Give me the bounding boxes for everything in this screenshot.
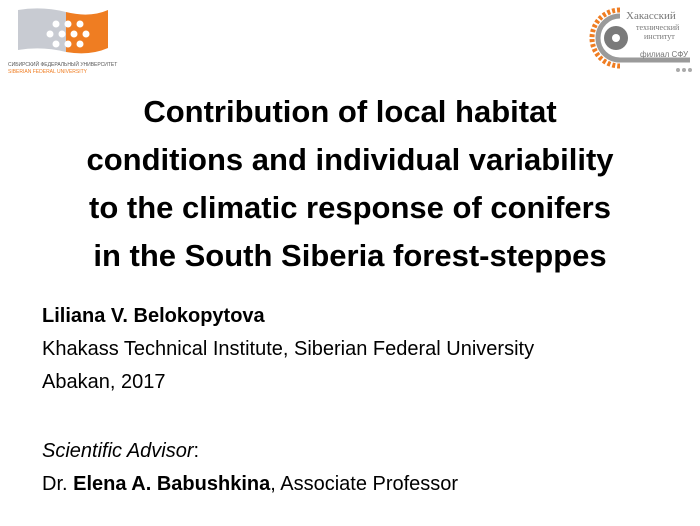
sfu-logo-icon	[18, 8, 108, 54]
advisor-position: , Associate Professor	[270, 473, 459, 495]
sfu-logo: СИБИРСКИЙ ФЕДЕРАЛЬНЫЙ УНИВЕРСИТЕТ SIBERI…	[4, 6, 136, 76]
khti-logo-line4: филиал СФУ	[640, 50, 689, 59]
advisor-label: Scientific Advisor	[42, 440, 194, 462]
title-line: in the South Siberia forest-steppes	[93, 238, 607, 273]
sfu-logo-text-ru: СИБИРСКИЙ ФЕДЕРАЛЬНЫЙ УНИВЕРСИТЕТ	[8, 62, 118, 68]
advisor-heading: Scientific Advisor:	[42, 435, 534, 468]
sfu-logo-text-en: SIBERIAN FEDERAL UNIVERSITY	[8, 69, 87, 75]
title-line: to the climatic response of conifers	[89, 190, 611, 225]
khti-gear-logo-icon	[589, 7, 692, 72]
advisor-colon: :	[193, 440, 200, 462]
khti-logo-line3: институт	[644, 32, 675, 41]
slide-title: Contribution of local habitat conditions…	[0, 88, 700, 280]
title-line: conditions and individual variability	[86, 142, 614, 177]
author-affiliation: Khakass Technical Institute, Siberian Fe…	[42, 338, 535, 360]
advisor-line: Dr. Elena A. Babushkina, Associate Profe…	[42, 468, 534, 501]
author-place-year: Abakan, 2017	[42, 371, 166, 393]
title-line: Contribution of local habitat	[143, 94, 557, 129]
slide-body: Liliana V. Belokopytova Khakass Technica…	[42, 300, 534, 501]
khti-logo-line1: Хакасский	[626, 10, 676, 22]
khti-logo: Хакасский технический институт филиал СФ…	[580, 4, 698, 74]
khti-logo-line2: технический	[636, 23, 680, 32]
author-name: Liliana V. Belokopytova	[42, 305, 265, 327]
advisor-prefix: Dr.	[42, 473, 74, 495]
advisor-name: Elena A. Babushkina	[73, 473, 271, 495]
